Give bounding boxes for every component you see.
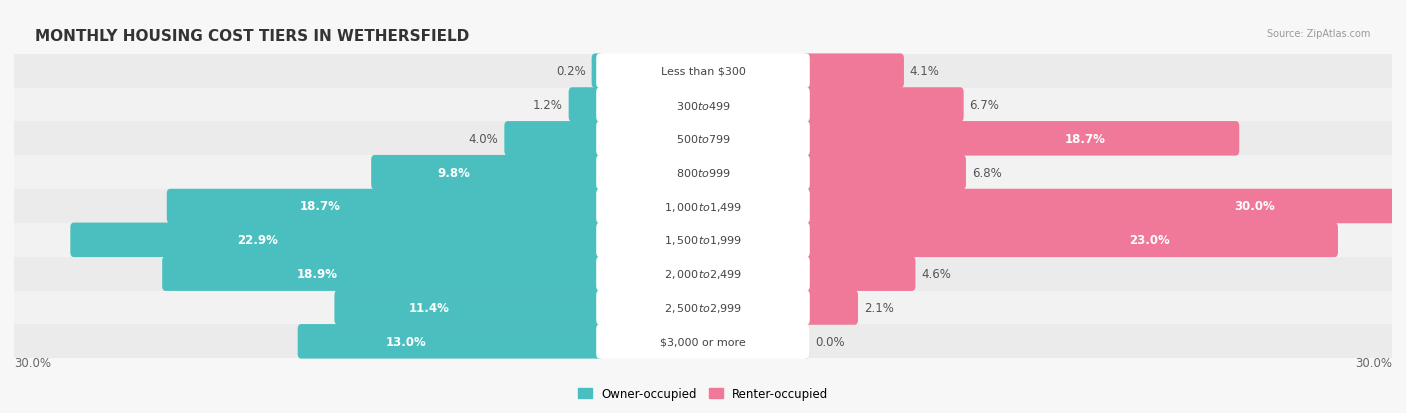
FancyBboxPatch shape <box>592 54 603 89</box>
Bar <box>14 325 1392 358</box>
FancyBboxPatch shape <box>371 156 603 190</box>
Text: $500 to $799: $500 to $799 <box>675 133 731 145</box>
Bar <box>14 156 1392 190</box>
Text: $300 to $499: $300 to $499 <box>675 99 731 111</box>
Text: 30.0%: 30.0% <box>1355 356 1392 369</box>
FancyBboxPatch shape <box>803 122 1239 156</box>
FancyBboxPatch shape <box>596 122 810 156</box>
FancyBboxPatch shape <box>335 290 603 325</box>
Text: Less than $300: Less than $300 <box>661 66 745 76</box>
Bar <box>14 223 1392 257</box>
Text: 30.0%: 30.0% <box>1234 200 1274 213</box>
Bar <box>14 257 1392 291</box>
Text: 30.0%: 30.0% <box>14 356 51 369</box>
Text: 6.8%: 6.8% <box>972 166 1001 179</box>
FancyBboxPatch shape <box>596 257 810 291</box>
FancyBboxPatch shape <box>162 257 603 291</box>
Text: 22.9%: 22.9% <box>238 234 278 247</box>
FancyBboxPatch shape <box>568 88 603 123</box>
FancyBboxPatch shape <box>596 290 810 325</box>
FancyBboxPatch shape <box>167 189 603 224</box>
FancyBboxPatch shape <box>803 257 915 291</box>
Text: 1.2%: 1.2% <box>533 99 562 112</box>
FancyBboxPatch shape <box>803 54 904 89</box>
Text: 0.0%: 0.0% <box>815 335 845 348</box>
Text: 11.4%: 11.4% <box>409 301 450 314</box>
Text: 2.1%: 2.1% <box>863 301 894 314</box>
FancyBboxPatch shape <box>596 156 810 190</box>
FancyBboxPatch shape <box>596 54 810 89</box>
FancyBboxPatch shape <box>596 189 810 224</box>
Text: 4.1%: 4.1% <box>910 65 939 78</box>
Bar <box>14 55 1392 88</box>
Text: $2,500 to $2,999: $2,500 to $2,999 <box>664 301 742 314</box>
FancyBboxPatch shape <box>803 88 963 123</box>
Text: 13.0%: 13.0% <box>385 335 426 348</box>
FancyBboxPatch shape <box>596 223 810 257</box>
Bar <box>14 190 1392 223</box>
Text: 23.0%: 23.0% <box>1129 234 1170 247</box>
Text: MONTHLY HOUSING COST TIERS IN WETHERSFIELD: MONTHLY HOUSING COST TIERS IN WETHERSFIE… <box>35 29 470 44</box>
Text: 18.7%: 18.7% <box>299 200 342 213</box>
FancyBboxPatch shape <box>596 88 810 123</box>
FancyBboxPatch shape <box>803 290 858 325</box>
FancyBboxPatch shape <box>505 122 603 156</box>
FancyBboxPatch shape <box>298 324 603 359</box>
Bar <box>14 88 1392 122</box>
Text: $1,500 to $1,999: $1,500 to $1,999 <box>664 234 742 247</box>
FancyBboxPatch shape <box>803 156 966 190</box>
Text: 6.7%: 6.7% <box>969 99 1000 112</box>
Text: 4.0%: 4.0% <box>468 133 499 145</box>
Text: $1,000 to $1,499: $1,000 to $1,499 <box>664 200 742 213</box>
Legend: Owner-occupied, Renter-occupied: Owner-occupied, Renter-occupied <box>572 382 834 405</box>
Bar <box>14 122 1392 156</box>
FancyBboxPatch shape <box>803 189 1406 224</box>
Text: 18.9%: 18.9% <box>297 268 337 280</box>
Text: 0.2%: 0.2% <box>557 65 586 78</box>
Text: $2,000 to $2,499: $2,000 to $2,499 <box>664 268 742 280</box>
Bar <box>14 291 1392 325</box>
FancyBboxPatch shape <box>70 223 603 257</box>
Text: Source: ZipAtlas.com: Source: ZipAtlas.com <box>1267 29 1371 39</box>
Text: $800 to $999: $800 to $999 <box>675 167 731 179</box>
FancyBboxPatch shape <box>596 324 810 359</box>
FancyBboxPatch shape <box>803 223 1339 257</box>
Text: 4.6%: 4.6% <box>921 268 950 280</box>
Text: 9.8%: 9.8% <box>437 166 470 179</box>
Text: 18.7%: 18.7% <box>1064 133 1107 145</box>
Text: $3,000 or more: $3,000 or more <box>661 337 745 347</box>
FancyBboxPatch shape <box>803 324 810 359</box>
